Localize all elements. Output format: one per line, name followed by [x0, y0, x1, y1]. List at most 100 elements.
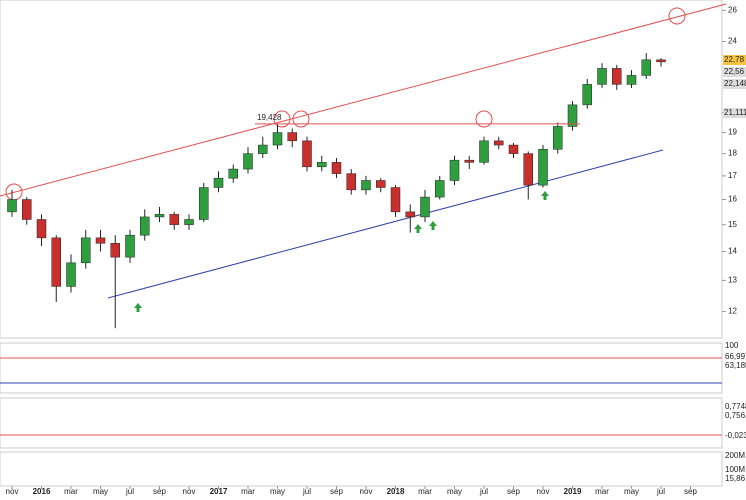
y-tick-label: 12 — [728, 307, 737, 316]
candle-body — [243, 153, 253, 170]
x-tick-label: sep — [507, 487, 520, 496]
candle-body — [494, 140, 504, 146]
candle-body — [523, 153, 533, 186]
marker-circle — [475, 110, 493, 128]
price-tag-label: 22,78 — [724, 55, 745, 64]
candle-body — [597, 68, 607, 85]
candle-body — [66, 262, 76, 287]
x-tick-label: jul — [479, 487, 488, 496]
candle-body — [538, 149, 548, 186]
x-tick-label: may — [624, 487, 639, 496]
x-tick-label: mar — [595, 487, 609, 496]
x-tick-label: nov — [183, 487, 196, 496]
candle-body — [272, 132, 283, 146]
x-tick-label: nov — [537, 487, 550, 496]
marker-circle — [668, 7, 686, 25]
x-tick-label: 2017 — [210, 487, 228, 496]
x-tick-label: may — [270, 487, 285, 496]
candle-body — [184, 219, 194, 225]
candle-body — [656, 59, 666, 63]
candle-body — [140, 216, 150, 236]
x-tick-label: 2019 — [564, 487, 582, 496]
x-tick-label: 2018 — [387, 487, 405, 496]
panel-label: 0,7561 — [725, 411, 746, 420]
panel-label: 0,7748 — [725, 402, 746, 411]
candle-body — [376, 180, 386, 188]
x-tick-label: may — [93, 487, 108, 496]
candle-body — [199, 187, 209, 220]
candle-body — [228, 168, 238, 179]
candle-body — [22, 199, 32, 220]
y-tick-label: 16 — [728, 195, 737, 204]
candle-body — [36, 219, 47, 239]
candle-body — [95, 237, 106, 244]
candle-body — [125, 234, 135, 258]
candle-body — [582, 84, 592, 106]
candle-body — [405, 211, 415, 218]
candle-body — [390, 187, 401, 213]
candle-body — [258, 144, 268, 154]
x-tick-label: sep — [330, 487, 343, 496]
candle-body — [7, 199, 17, 213]
y-tick-label: 14 — [728, 247, 737, 256]
x-tick-label: mar — [418, 487, 432, 496]
oscillator-panel — [0, 342, 723, 394]
price-tag-label: 21,111 — [724, 108, 746, 117]
candle-body — [479, 140, 489, 163]
panel-label: 100 — [725, 341, 739, 350]
candle-body — [287, 132, 297, 142]
candle-body — [641, 59, 651, 76]
y-tick-label: 18 — [728, 149, 737, 158]
price-panel — [0, 0, 723, 339]
candle-body — [567, 104, 578, 127]
candle-body — [508, 144, 519, 154]
panel-label: 200M — [725, 451, 745, 460]
x-tick-label: sep — [684, 487, 697, 496]
price-tag — [723, 108, 746, 118]
y-tick-label: 17 — [728, 171, 737, 180]
x-tick-label: mar — [64, 487, 78, 496]
y-tick-label: 24 — [728, 37, 737, 46]
x-tick-label: jul — [302, 487, 311, 496]
candle-body — [420, 196, 430, 218]
price-tag — [723, 55, 746, 65]
candle-body — [302, 140, 312, 168]
support-trendline — [107, 149, 664, 299]
price-tag-label: 22,56 — [724, 67, 745, 76]
x-tick-label: 2016 — [33, 487, 51, 496]
marker-circle — [273, 110, 291, 128]
panel-label: -0,023 — [725, 431, 746, 440]
y-tick-label: 13 — [728, 276, 737, 285]
price-tag — [723, 67, 746, 77]
upper-trendline — [0, 3, 727, 197]
panel-label: 15,86 — [725, 474, 746, 483]
candle-body — [213, 177, 224, 188]
y-tick-label: 26 — [728, 5, 737, 14]
panel-label: 63,185 — [725, 361, 746, 370]
price-tag — [723, 79, 746, 89]
candle-body — [435, 180, 445, 198]
candle-body — [464, 159, 474, 163]
panel-label: 66,997 — [725, 352, 746, 361]
x-tick-label: nov — [360, 487, 373, 496]
x-tick-label: mar — [241, 487, 255, 496]
candle-body — [346, 173, 356, 191]
candle-body — [51, 237, 61, 287]
macd-panel — [0, 397, 723, 449]
buy-arrows — [134, 191, 549, 312]
x-tick-label: may — [447, 487, 462, 496]
candle-body — [154, 214, 165, 218]
candle-body — [449, 159, 460, 181]
volume-panel — [0, 451, 723, 487]
candle-body — [110, 243, 120, 258]
candle-body — [553, 126, 563, 150]
candle-body — [612, 68, 622, 85]
candle-body — [81, 237, 91, 264]
x-tick-label: jul — [656, 487, 665, 496]
price-tag-label: 22,148 — [724, 79, 746, 88]
y-tick-label: 15 — [728, 220, 737, 229]
x-tick-label: jul — [125, 487, 134, 496]
level-label: 19,428 — [257, 113, 282, 122]
marker-circle — [292, 110, 310, 128]
